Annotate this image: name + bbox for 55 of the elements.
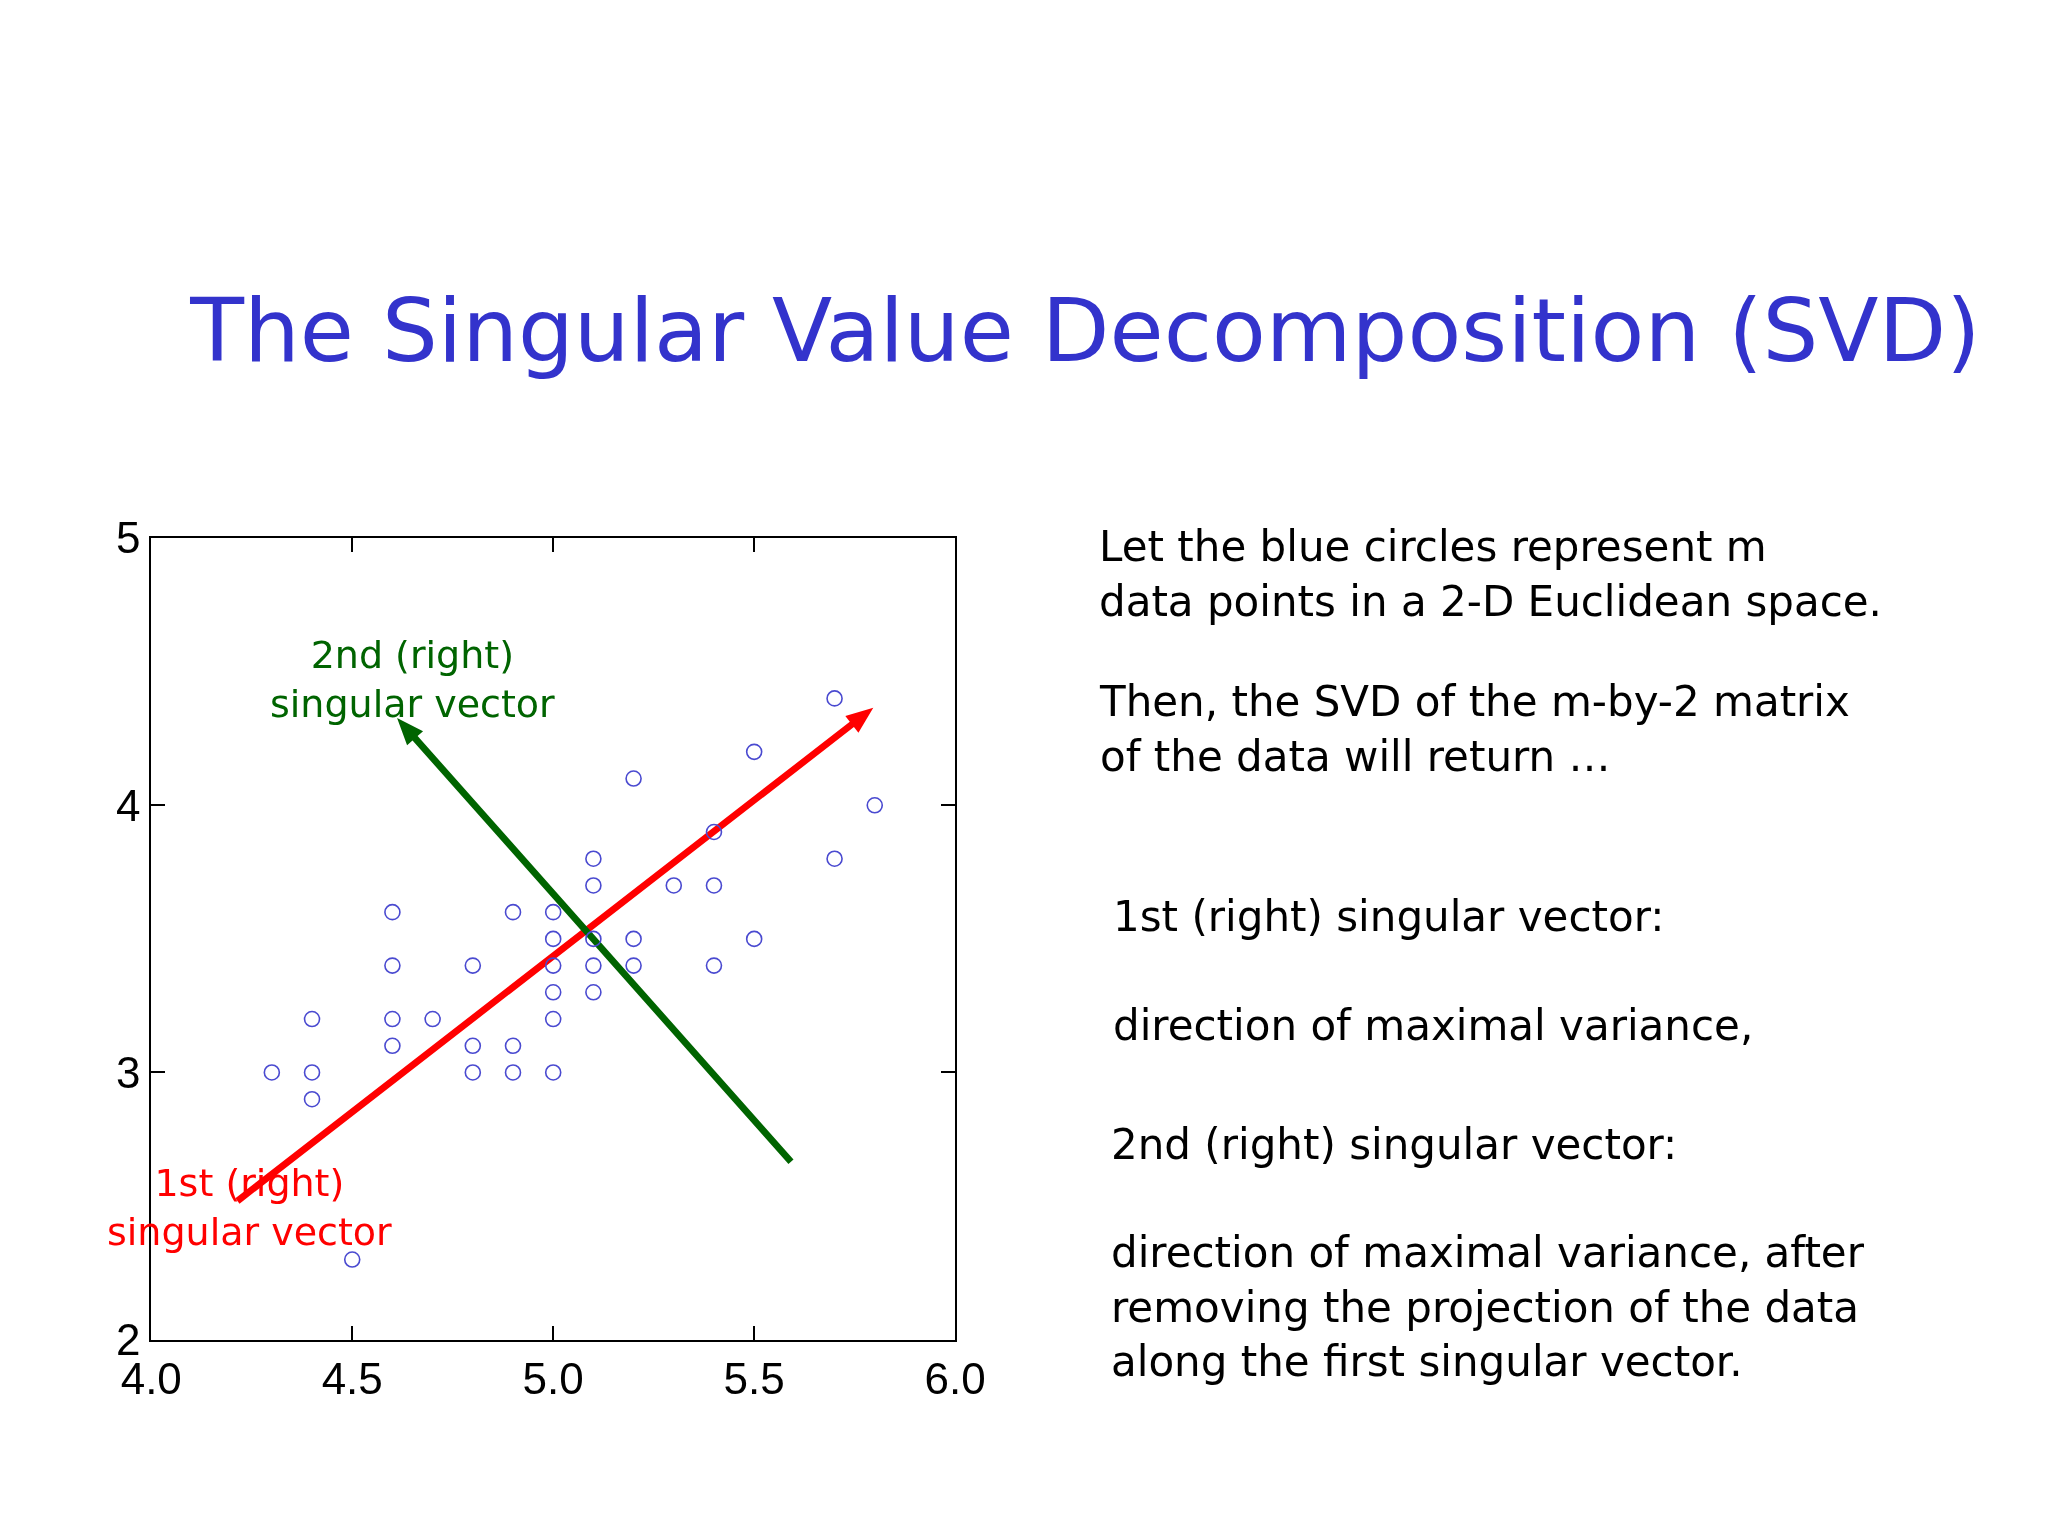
y-tick-label: 4: [115, 780, 141, 830]
x-tick-label: 4.0: [120, 1354, 182, 1404]
point: [665, 877, 683, 894]
point: [384, 903, 401, 921]
y-tick-label: 5: [115, 513, 141, 563]
point: [544, 930, 562, 948]
text: direction of maximal variance, after removing the projection of the data along the first singular vector.: [1111, 1228, 1865, 1387]
point: [384, 1010, 401, 1028]
point: [303, 1010, 321, 1028]
point: [464, 957, 482, 974]
point: [544, 903, 562, 921]
point: [424, 1010, 441, 1028]
text: Then, the SVD of the m-by-2 matrix of the data will return …: [1099, 677, 1850, 781]
point: [544, 984, 562, 1001]
point: [504, 1037, 522, 1055]
point: [585, 930, 602, 948]
point: [585, 984, 602, 1001]
point: [263, 1064, 281, 1081]
point: [745, 743, 763, 761]
annotation: 2nd (right) singular vector: [270, 633, 556, 727]
point: [705, 957, 723, 974]
text: 1st (right) singular vector:: [1113, 892, 1665, 941]
y-tick-label: 3: [115, 1047, 141, 1097]
x-tick-label: 6.0: [924, 1354, 986, 1404]
point: [504, 903, 522, 921]
x-tick-label: 4.5: [321, 1354, 383, 1404]
chart-title: The Singular Value Decomposition (SVD): [189, 278, 1981, 382]
point: [625, 770, 642, 787]
point: [303, 1064, 321, 1081]
point: [544, 1010, 562, 1028]
text: Let the blue circles represent m data points in a 2-D Euclidean space.: [1099, 522, 1882, 626]
point: [343, 1251, 361, 1268]
point: [384, 957, 401, 974]
point: [826, 850, 843, 868]
point: [866, 796, 884, 814]
point: [544, 957, 562, 974]
point: [745, 930, 763, 948]
x-tick-label: 5.0: [522, 1354, 584, 1404]
point: [826, 690, 843, 707]
text: 2nd (right) singular vector:: [1111, 1120, 1678, 1169]
point: [544, 1064, 562, 1081]
point: [585, 850, 602, 868]
point: [504, 1064, 522, 1081]
point: [464, 1037, 482, 1055]
point: [585, 957, 602, 974]
point: [625, 930, 642, 948]
text: direction of maximal variance,: [1113, 1001, 1754, 1050]
point: [585, 877, 602, 894]
point: [464, 1064, 482, 1081]
point: [705, 823, 723, 841]
point: [303, 1090, 321, 1108]
point: [705, 877, 723, 894]
x-tick-label: 5.5: [723, 1354, 785, 1404]
point: [625, 957, 642, 974]
point: [384, 1037, 401, 1055]
